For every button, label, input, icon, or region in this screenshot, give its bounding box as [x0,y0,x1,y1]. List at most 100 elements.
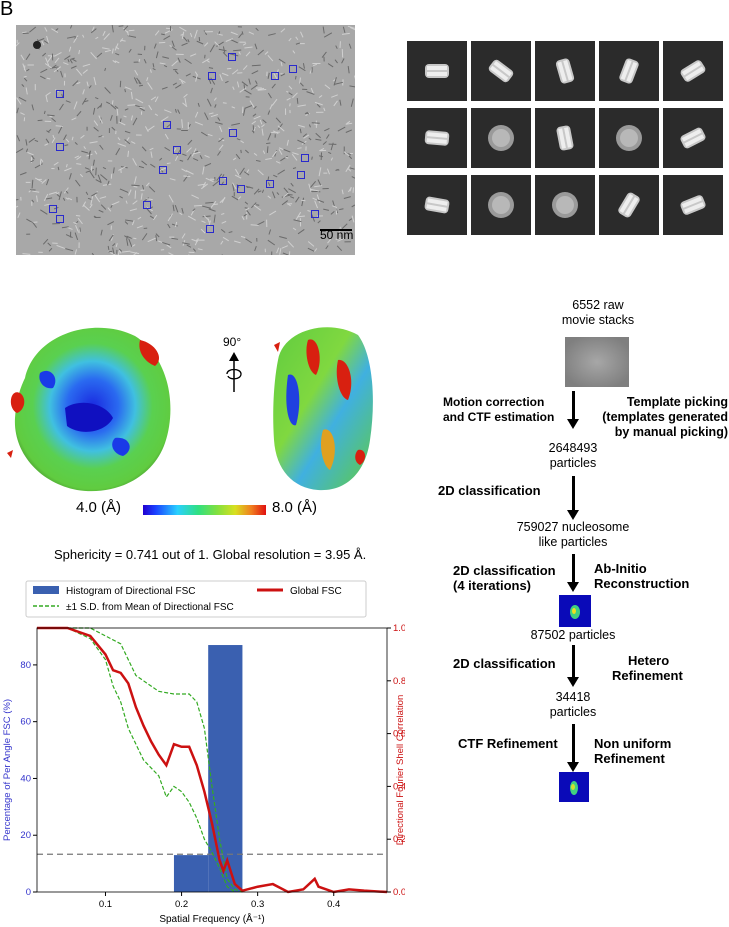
particle-box [56,143,64,151]
class-averages-grid [407,41,723,235]
y-right-tick-label: 0.4 [393,781,405,792]
local-resolution-map-top-view [7,327,171,492]
particle-box [271,72,279,80]
flow-label-hetero-refinement: Hetero Refinement [612,653,692,683]
flow-text: by manual picking) [614,425,728,439]
flow-step-34418: 34418 particles [518,690,628,720]
sd-upper-line [37,627,243,893]
scale-bar-label: 50 nm [320,228,354,242]
legend-histogram-swatch [33,586,59,594]
plot-frame [36,627,388,893]
flow-text: and CTF estimation [443,410,555,424]
particle-box [173,146,181,154]
flow-text: (4 iterations) [453,578,532,593]
particle-box [301,154,309,162]
class-average-tile [535,108,595,168]
x-tick-label: 0.1 [99,899,112,910]
flow-arrow [572,391,575,421]
histogram-bar [173,855,209,892]
flow-text: Non uniform [594,736,672,751]
flow-text: Motion correction [443,395,545,409]
flow-text: Refinement [594,751,665,766]
flow-label-template-picking: Template picking (templates generated by… [578,395,728,440]
class-average-tile [599,175,659,235]
y-right-tick-label: 1.0 [393,623,405,634]
flow-arrowhead [567,419,579,429]
cryo-em-micrograph: 50 nm [16,25,355,255]
particle-box [143,201,151,209]
class-average-tile [663,175,723,235]
flow-text: (templates generated [602,410,728,424]
legend-sd-label: ±1 S.D. from Mean of Directional FSC [66,602,234,613]
particle-box [228,53,236,61]
y-right-axis-label: Directional Fourier Shell Correlation [395,695,405,845]
flow-label-ctf-refinement: CTF Refinement [458,736,558,751]
flow-text: particles [549,705,597,719]
particle-box [49,205,57,213]
class-average-tile [535,41,595,101]
flow-text: 759027 nucleosome [516,520,630,534]
ab-initio-map-thumbnail [559,595,591,627]
flow-arrowhead [567,510,579,520]
particle-box [206,225,214,233]
rotation-icon [226,352,242,392]
flow-arrowhead [567,582,579,592]
flow-arrowhead [567,762,579,772]
class-average-tile [471,175,531,235]
flow-label-non-uniform-refinement: Non uniform Refinement [594,736,694,766]
colorbar-min-label: 4.0 (Å) [76,499,122,516]
particle-box [266,180,274,188]
directional-fsc-chart: Histogram of Directional FSC ±1 S.D. from… [2,580,405,925]
class-average-tile [471,41,531,101]
flow-arrow [572,724,575,764]
flow-text: 2D classification [453,563,556,578]
flow-text: particles [549,456,597,470]
x-tick-label: 0.4 [327,899,340,910]
flow-arrow [572,476,575,512]
y-left-tick-label: 40 [20,773,31,784]
flow-text: 6552 raw [572,298,624,312]
flow-text: Refinement [612,668,683,683]
y-right-tick-label: 0.8 [393,676,405,687]
y-left-axis-label: Percentage of Per Angle FSC (%) [2,699,13,841]
class-average-tile [599,41,659,101]
particle-box [219,177,227,185]
flow-text: Hetero [628,653,670,668]
y-right-tick-label: 0.2 [393,834,405,845]
flow-text: 2648493 [548,441,598,455]
particle-box [237,185,245,193]
x-tick-label: 0.2 [175,899,188,910]
flow-label-2d-classification-iterations: 2D classification (4 iterations) [453,563,556,593]
rotation-label: 90° [223,335,242,349]
flow-label-2d-classification: 2D classification [438,483,541,498]
flow-label-ab-initio: Ab-Initio Reconstruction [594,561,694,591]
flow-label-2d-classification-2: 2D classification [453,656,556,671]
particle-box [289,65,297,73]
histogram-bar [208,645,243,892]
global-fsc-line [37,626,388,894]
flow-text: like particles [538,535,608,549]
x-tick-label: 0.3 [251,899,264,910]
class-average-tile [407,108,467,168]
final-map-thumbnail [559,772,589,802]
y-right-tick-label: 0.6 [393,729,405,740]
legend-histogram-label: Histogram of Directional FSC [66,586,195,597]
x-axis-label: Spatial Frequency (Å⁻¹) [159,912,264,925]
flow-step-raw-movies: 6552 raw movie stacks [528,298,668,328]
y-right-tick-label: 0.0 [393,887,405,898]
particle-box [229,129,237,137]
flow-text: movie stacks [561,313,635,327]
sd-lower-line [37,627,236,893]
local-resolution-colorbar [143,505,266,515]
flow-step-particles: 2648493 particles [518,441,628,471]
flow-text: Template picking [626,395,728,409]
flow-text: 34418 [555,690,591,704]
particle-box [159,166,167,174]
class-average-tile [535,175,595,235]
class-average-tile [663,108,723,168]
raw-movie-thumbnail [565,337,629,387]
class-average-tile [599,108,659,168]
particle-box [56,215,64,223]
particle-box [163,121,171,129]
class-average-tile [407,175,467,235]
